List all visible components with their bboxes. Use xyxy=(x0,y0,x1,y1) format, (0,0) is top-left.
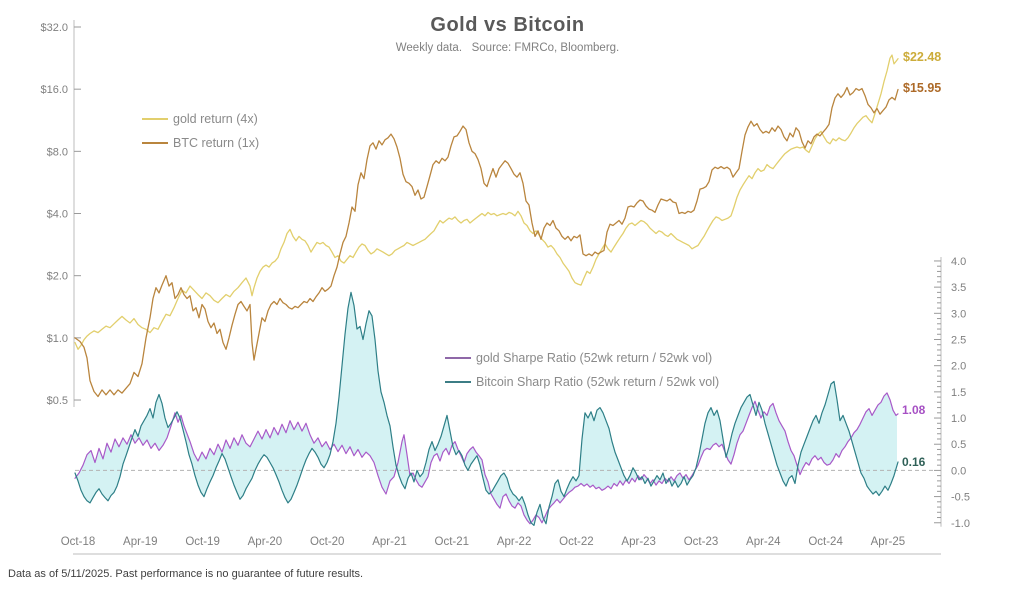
legend-label: gold Sharpe Ratio (52wk return / 52wk vo… xyxy=(476,351,713,365)
btc-sharpe-swatch-icon xyxy=(445,381,471,383)
axis-tick-label: 0.5 xyxy=(951,439,966,451)
axis-tick-label: 1.0 xyxy=(951,413,966,425)
axis-tick-label: -1.0 xyxy=(951,518,970,530)
gold-end-value-label: $22.48 xyxy=(903,50,942,64)
footnote: Data as of 5/11/2025. Past performance i… xyxy=(8,568,364,580)
legend-returns: gold return (4x) BTC return (1x) xyxy=(142,112,259,160)
axis-tick-label: 2.5 xyxy=(951,335,966,347)
axis-tick-label: Apr-24 xyxy=(746,536,781,548)
axis-tick-label: Oct-22 xyxy=(559,536,594,548)
gold-return-line xyxy=(74,54,899,350)
btc-line-swatch-icon xyxy=(142,142,168,144)
x-axis-labels: Oct-18 Apr-19 Oct-19 Apr-20 Oct-20 Apr-21 Oct-… xyxy=(61,536,905,548)
legend-item-gold-sharpe: gold Sharpe Ratio (52wk return / 52wk vo… xyxy=(445,351,719,365)
gold-sharpe-end-value-label: 1.08 xyxy=(902,403,926,417)
axis-tick-label: Oct-24 xyxy=(808,536,843,548)
axis-tick-label: Oct-19 xyxy=(185,536,220,548)
axis-tick-label: 0.0 xyxy=(951,465,966,477)
axis-tick-label: $8.0 xyxy=(47,146,68,158)
axis-tick-label: $0.5 xyxy=(47,395,68,407)
legend-label: BTC return (1x) xyxy=(173,136,260,150)
gold-sharpe-line-group xyxy=(74,392,899,525)
axis-tick-label: Apr-19 xyxy=(123,536,158,548)
legend-item-gold-return: gold return (4x) xyxy=(142,112,259,126)
legend-label: Bitcoin Sharp Ratio (52wk return / 52wk … xyxy=(476,375,720,389)
gold-sharpe-swatch-icon xyxy=(445,357,471,359)
axis-tick-label: -0.5 xyxy=(951,492,970,504)
axis-tick-label: 2.0 xyxy=(951,361,966,373)
axis-tick-label: Apr-20 xyxy=(248,536,283,548)
legend-label: gold return (4x) xyxy=(173,112,258,126)
btc-sharpe-end-value-label: 0.16 xyxy=(902,455,926,469)
axis-tick-label: $4.0 xyxy=(47,209,68,221)
axis-tick-label: 1.5 xyxy=(951,387,966,399)
sharpe-fill-area xyxy=(75,292,897,525)
gold-line-swatch-icon xyxy=(142,118,168,120)
axis-tick-label: 3.0 xyxy=(951,308,966,320)
legend-item-btc-sharpe: Bitcoin Sharp Ratio (52wk return / 52wk … xyxy=(445,375,719,389)
axis-tick-label: 4.0 xyxy=(951,256,966,268)
axis-tick-label: $16.0 xyxy=(40,84,68,96)
axes: $32.0 $16.0 $8.0 $4.0 $2.0 $1.0 $0.5 4.0 3.5 3.0 2… xyxy=(40,20,970,555)
btc-return-line xyxy=(74,86,899,398)
axis-tick-label: Apr-23 xyxy=(621,536,656,548)
axis-tick-label: Oct-20 xyxy=(310,536,345,548)
axis-tick-label: 3.5 xyxy=(951,282,966,294)
chart-subtitle: Weekly data. Source: FMRCo, Bloomberg. xyxy=(395,42,620,54)
axis-tick-label: Apr-21 xyxy=(372,536,407,548)
gold-sharpe-line xyxy=(74,392,899,525)
btc-end-value-label: $15.95 xyxy=(903,81,942,95)
axis-tick-label: Oct-21 xyxy=(435,536,470,548)
gold-return-line-group xyxy=(74,54,899,350)
axis-tick-label: Apr-22 xyxy=(497,536,532,548)
btc-return-line-group xyxy=(74,86,899,398)
axis-tick-label: $32.0 xyxy=(40,22,68,34)
btc-sharpe-line-group xyxy=(74,291,899,527)
axis-tick-label: Apr-25 xyxy=(871,536,906,548)
legend-item-btc-return: BTC return (1x) xyxy=(142,136,259,150)
page-title: Gold vs Bitcoin xyxy=(430,14,585,36)
axis-tick-label: $1.0 xyxy=(47,333,68,345)
axis-tick-label: Oct-23 xyxy=(684,536,719,548)
btc-vs-gold-sharpe-fill xyxy=(75,292,897,525)
btc-sharpe-line xyxy=(74,291,899,527)
axis-tick-label: $2.0 xyxy=(47,271,68,283)
axis-tick-label: Oct-18 xyxy=(61,536,96,548)
legend-sharpe-ratios: gold Sharpe Ratio (52wk return / 52wk vo… xyxy=(445,351,719,399)
